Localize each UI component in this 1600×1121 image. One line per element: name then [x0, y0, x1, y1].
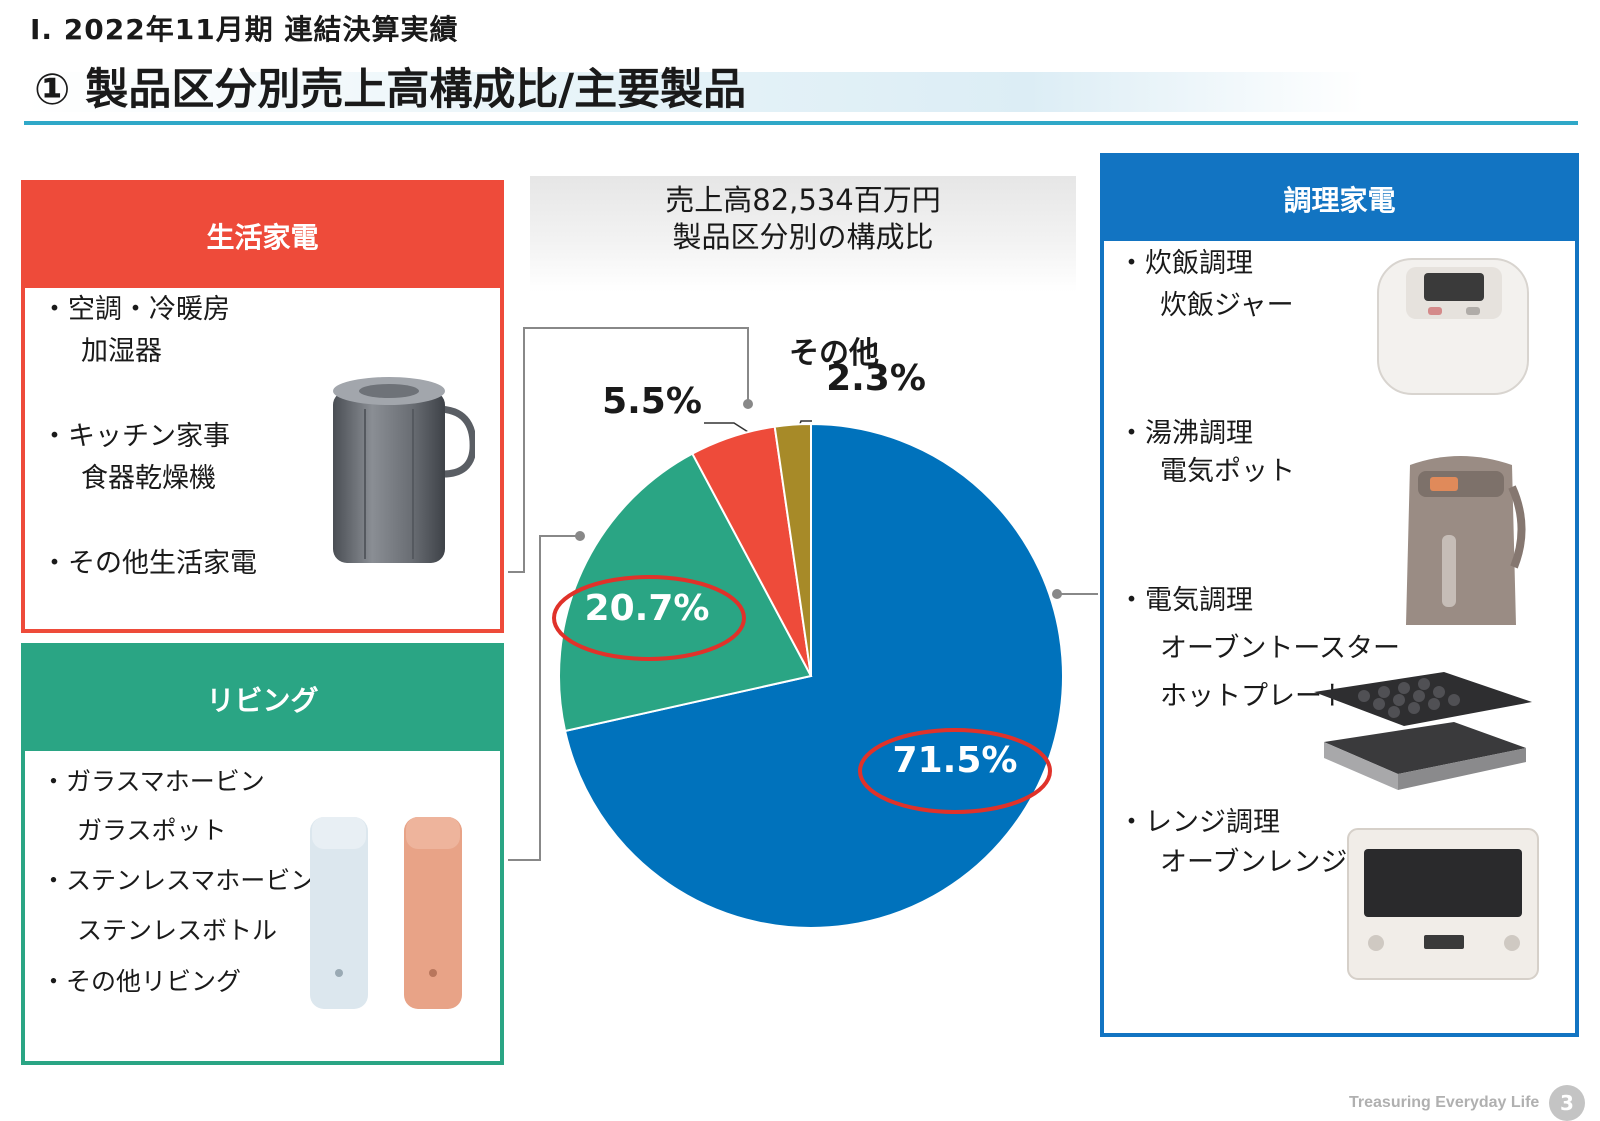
- total-sales: 売上高82,534百万円: [665, 183, 941, 217]
- footer-tagline: Treasuring Everyday Life: [1349, 1094, 1540, 1111]
- category-box-cooking: 調理家電 ・炊飯調理 炊飯ジャー ・湯沸調理 電気ポット ・電気調理 オーブント…: [1100, 153, 1579, 1037]
- list-item: 炊飯ジャー: [1160, 290, 1294, 321]
- section-heading: Ⅰ. 2022年11月期 連結決算実績: [30, 13, 459, 46]
- other-category-label: その他: [789, 336, 879, 371]
- list-item: ・レンジ調理: [1118, 807, 1280, 838]
- humidifier-icon: [333, 377, 475, 563]
- pie-slice: [773, 422, 812, 677]
- pie-slice: [563, 422, 1064, 929]
- pie-slice: [558, 452, 813, 733]
- connector-dot-living: [575, 531, 585, 541]
- list-item: ・電気調理: [1118, 585, 1253, 616]
- connector-living: [508, 535, 578, 861]
- microwave-oven-icon: [1347, 828, 1539, 980]
- list-item: ステンレスボトル: [77, 916, 278, 945]
- highlight-ellipse: [552, 575, 746, 661]
- list-item: ・湯沸調理: [1118, 418, 1253, 449]
- connector-dot-life: [743, 399, 753, 409]
- list-item: ・その他生活家電: [41, 548, 257, 579]
- list-item: ホットプレート: [1160, 681, 1349, 712]
- connector-dot-cooking: [1052, 589, 1062, 599]
- slice-value-label: 71.5%: [893, 740, 1018, 781]
- slice-value-label: 2.3%: [826, 358, 926, 399]
- rice-cooker-icon: [1377, 258, 1529, 395]
- vacuum-bottle-icon: [310, 817, 462, 1009]
- slice-value-label: 20.7%: [585, 588, 710, 629]
- title-band: [24, 72, 1364, 112]
- page-number: 3: [1549, 1085, 1585, 1121]
- hot-plate-icon: [1314, 672, 1532, 790]
- list-item: 加湿器: [81, 336, 162, 367]
- list-item: ・その他リビング: [41, 967, 242, 996]
- page-title: ① 製品区分別売上高構成比/主要製品: [34, 65, 747, 115]
- list-item: ・キッチン家事: [41, 421, 230, 452]
- category-box-living: リビング ・ガラスマホービン ガラスポット ・ステンレスマホービン ステンレスボ…: [21, 643, 504, 1065]
- electric-pot-icon: [1406, 456, 1526, 625]
- list-item: ・ステンレスマホービン: [41, 866, 316, 895]
- category-title-cooking: 調理家電: [1104, 157, 1575, 241]
- chart-subtitle: 製品区分別の構成比: [672, 220, 934, 254]
- highlight-ellipse: [858, 728, 1052, 814]
- slice-value-label: 5.5%: [602, 381, 702, 422]
- connector-life: [508, 327, 749, 573]
- list-item: ・空調・冷暖房: [41, 294, 230, 325]
- list-item: オーブントースター: [1160, 633, 1401, 664]
- title-rule: [24, 121, 1578, 125]
- list-item: ・ガラスマホービン: [41, 767, 265, 796]
- list-item: ガラスポット: [77, 816, 227, 845]
- category-box-life: 生活家電 ・空調・冷暖房 加湿器 ・キッチン家事 食器乾燥機 ・その他生活家電: [21, 180, 504, 633]
- list-item: ・炊飯調理: [1118, 248, 1253, 279]
- list-item: 食器乾燥機: [81, 463, 216, 494]
- chart-caption: 売上高82,534百万円 製品区分別の構成比: [530, 176, 1076, 292]
- list-item: オーブンレンジ: [1160, 847, 1348, 878]
- list-item: 電気ポット: [1160, 456, 1295, 487]
- category-title-living: リビング: [25, 647, 500, 751]
- category-title-life: 生活家電: [25, 184, 500, 288]
